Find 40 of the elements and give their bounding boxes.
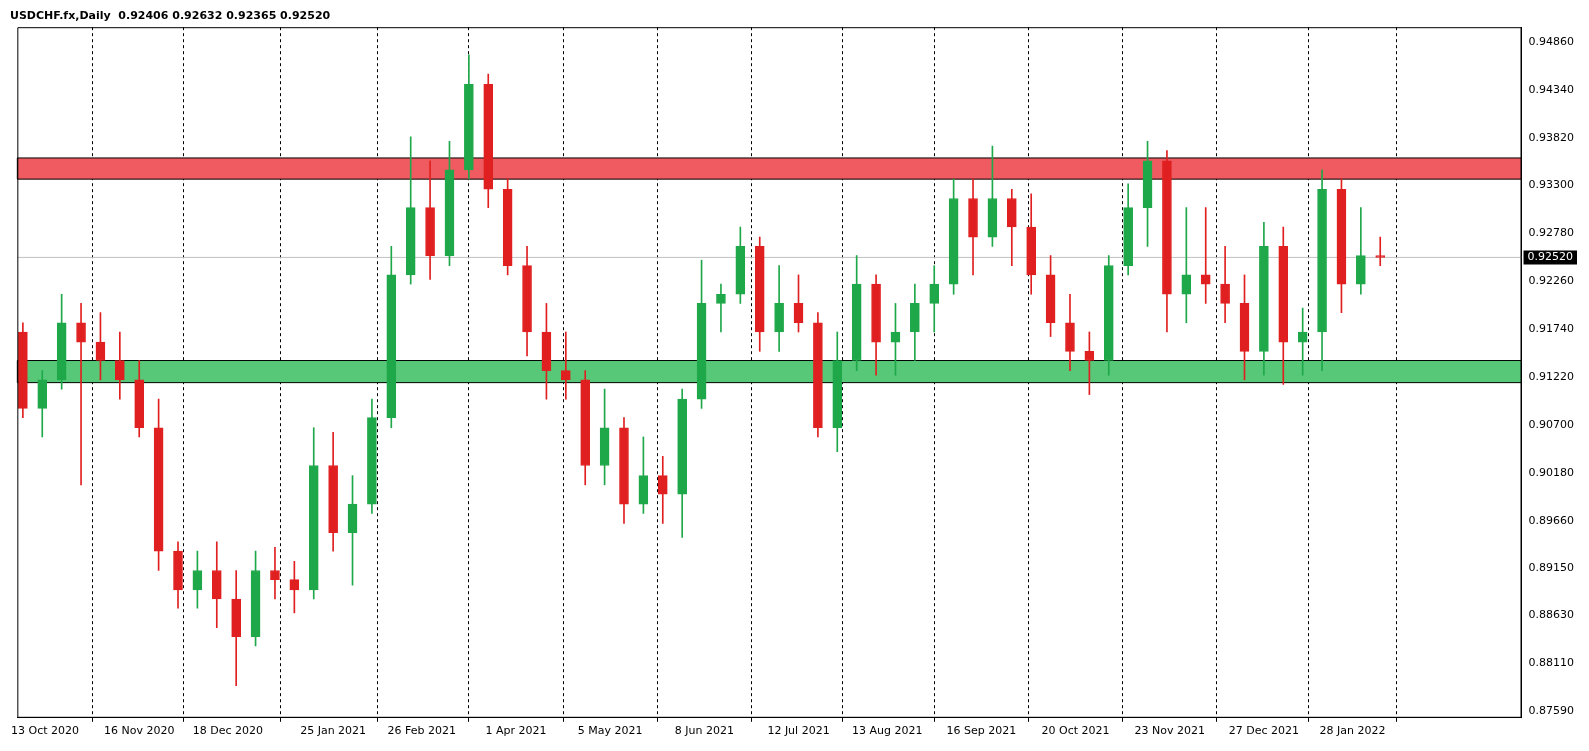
candlestick	[76, 303, 86, 486]
x-tick-label: 27 Dec 2021	[1228, 724, 1300, 738]
x-tick-label: 18 Dec 2020	[192, 724, 264, 738]
x-tick-label: 13 Aug 2021	[851, 724, 923, 738]
x-tick-label: 25 Jan 2021	[300, 724, 367, 738]
y-tick-label: 0.94860	[1528, 34, 1575, 48]
y-tick-label: 0.88630	[1528, 608, 1575, 622]
x-tick-label: 12 Jul 2021	[767, 724, 830, 738]
y-tick-label: 0.91740	[1528, 322, 1575, 336]
y-tick-label: 0.89150	[1528, 560, 1575, 574]
x-tick-label: 5 May 2021	[577, 724, 643, 738]
ref-line-label: 0.92520	[1527, 250, 1574, 264]
candlestick	[1200, 207, 1211, 304]
candlestick	[1297, 307, 1308, 376]
x-tick-label: 23 Nov 2021	[1134, 724, 1205, 738]
y-tick-label: 0.93300	[1528, 178, 1575, 192]
y-tick-label: 0.92780	[1528, 226, 1575, 240]
candlestick	[716, 283, 726, 333]
y-tick-label: 0.92260	[1528, 274, 1575, 288]
x-tick-label: 8 Jun 2021	[674, 724, 734, 738]
x-tick-label: 20 Oct 2021	[1041, 724, 1110, 738]
x-tick-label: 1 Apr 2021	[485, 724, 547, 738]
y-tick-label: 0.91220	[1528, 369, 1575, 383]
x-tick-label: 16 Sep 2021	[946, 724, 1017, 738]
y-tick-label: 0.88110	[1528, 656, 1575, 670]
candlestick	[1181, 207, 1192, 324]
candlestick	[560, 331, 571, 400]
x-tick-label: 16 Nov 2020	[104, 724, 175, 738]
y-tick-label: 0.90180	[1528, 465, 1575, 479]
x-tick-label: 26 Feb 2021	[387, 724, 457, 738]
x-tick-label: 13 Oct 2020	[11, 724, 80, 738]
y-tick-label: 0.94340	[1528, 82, 1575, 96]
chart-title: USDCHF.fx,Daily 0.92406 0.92632 0.92365 0.92520	[10, 9, 331, 23]
candlestick	[1375, 236, 1386, 267]
candlestick	[270, 547, 280, 600]
y-tick-label: 0.90700	[1528, 417, 1575, 431]
y-tick-label: 0.93820	[1528, 130, 1575, 144]
y-tick-label: 0.89660	[1528, 513, 1575, 527]
y-tick-label: 0.87590	[1528, 704, 1575, 718]
x-tick-label: 28 Jan 2022	[1319, 724, 1386, 738]
